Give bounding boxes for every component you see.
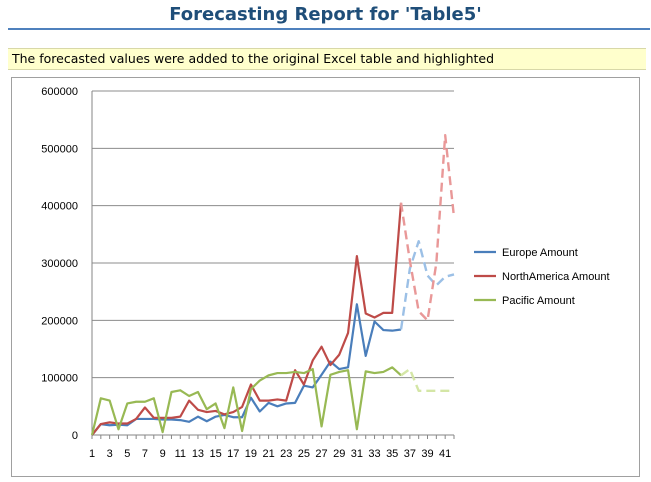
legend-label: Pacific Amount [502,295,575,307]
x-tick-label: 41 [439,448,451,460]
x-tick-label: 21 [262,448,274,460]
series-line-3 [90,366,402,436]
x-tick-label: 35 [386,448,398,460]
x-tick-label: 7 [142,448,148,460]
legend-label: Europe Amount [502,247,578,259]
x-tick-label: 39 [421,448,433,460]
x-tick-label: 29 [333,448,345,460]
y-tick-label: 0 [72,430,78,442]
x-tick-label: 15 [209,448,221,460]
x-tick-label: 27 [315,448,327,460]
x-tick-label: 37 [404,448,416,460]
title-divider [8,28,650,30]
x-tick-label: 1 [89,448,95,460]
series-forecast-line-1 [399,240,455,330]
x-tick-label: 33 [368,448,380,460]
y-tick-label: 600000 [41,86,78,98]
y-tick-label: 500000 [41,143,78,155]
y-tick-label: 200000 [41,315,78,327]
x-tick-label: 13 [192,448,204,460]
forecast-note: The forecasted values were added to the … [8,48,646,70]
series-forecast-line-3 [400,367,454,393]
x-tick-label: 5 [124,448,130,460]
x-tick-label: 25 [298,448,310,460]
y-tick-label: 300000 [41,258,78,270]
title-bar: Forecasting Report for 'Table5' [0,0,651,30]
x-tick-label: 31 [351,448,363,460]
x-tick-label: 17 [227,448,239,460]
chart-frame: 0 100000 200000 300000 400000 500000 600000 1 3 5… [11,77,640,477]
series-forecast-line-2 [399,133,456,322]
y-tick-label: 100000 [41,373,78,385]
report-title: Forecasting Report for 'Table5' [169,4,482,25]
x-tick-label: 3 [107,448,113,460]
series-line-2 [91,202,403,436]
legend-label: NorthAmerica Amount [502,271,610,283]
x-tick-label: 9 [160,448,166,460]
x-tick-label: 19 [245,448,257,460]
x-tick-label: 23 [280,448,292,460]
x-tick-label: 11 [175,448,186,460]
y-tick-label: 400000 [41,201,78,213]
